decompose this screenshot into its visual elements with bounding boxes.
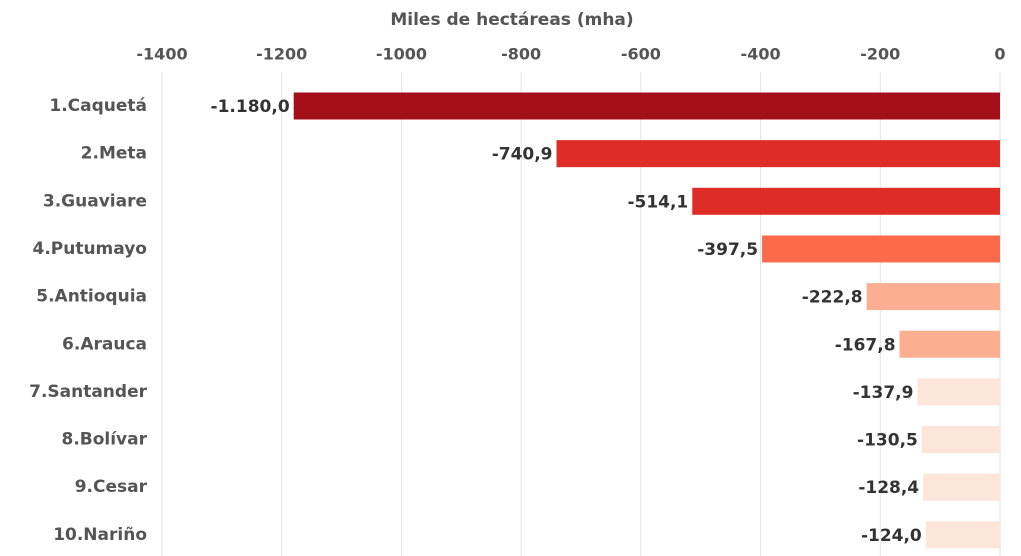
category-label: 2.Meta xyxy=(81,144,147,164)
x-tick-label: -1400 xyxy=(136,45,187,64)
value-label: -740,9 xyxy=(492,145,553,165)
value-label: -130,5 xyxy=(857,431,918,451)
category-label: 9.Cesar xyxy=(75,477,148,497)
bar xyxy=(923,473,1000,501)
category-label: 3.Guaviare xyxy=(43,191,147,211)
x-tick-label: -800 xyxy=(501,45,541,64)
category-label: 4.Putumayo xyxy=(32,239,147,259)
value-label: -124,0 xyxy=(861,526,922,546)
bar xyxy=(921,426,1000,454)
bar xyxy=(925,521,1000,549)
bar xyxy=(899,330,1000,358)
category-label: 5.Antioquia xyxy=(36,287,147,307)
value-label: -167,8 xyxy=(835,335,896,355)
bar xyxy=(917,378,1000,406)
bar xyxy=(293,92,1001,120)
bar xyxy=(762,235,1000,263)
x-tick-label: -1000 xyxy=(376,45,427,64)
bar xyxy=(866,283,1000,311)
x-tick-label: -1200 xyxy=(256,45,307,64)
category-label: 8.Bolívar xyxy=(61,430,147,450)
value-label: -514,1 xyxy=(627,192,688,212)
x-tick-label: -600 xyxy=(621,45,661,64)
category-label: 1.Caquetá xyxy=(49,96,147,116)
category-label: 10.Nariño xyxy=(53,525,147,545)
value-label: -137,9 xyxy=(853,383,914,403)
bar xyxy=(692,187,1000,215)
x-tick-label: 0 xyxy=(994,45,1005,64)
axis-title: Miles de hectáreas (mha) xyxy=(390,10,633,30)
category-label: 6.Arauca xyxy=(62,334,147,354)
bar xyxy=(556,140,1000,168)
category-label: 7.Santander xyxy=(29,382,148,402)
x-tick-label: -400 xyxy=(741,45,781,64)
value-label: -222,8 xyxy=(802,288,863,308)
value-label: -1.180,0 xyxy=(211,97,290,117)
value-label: -397,5 xyxy=(697,240,758,260)
value-label: -128,4 xyxy=(858,478,919,498)
x-tick-label: -200 xyxy=(860,45,900,64)
